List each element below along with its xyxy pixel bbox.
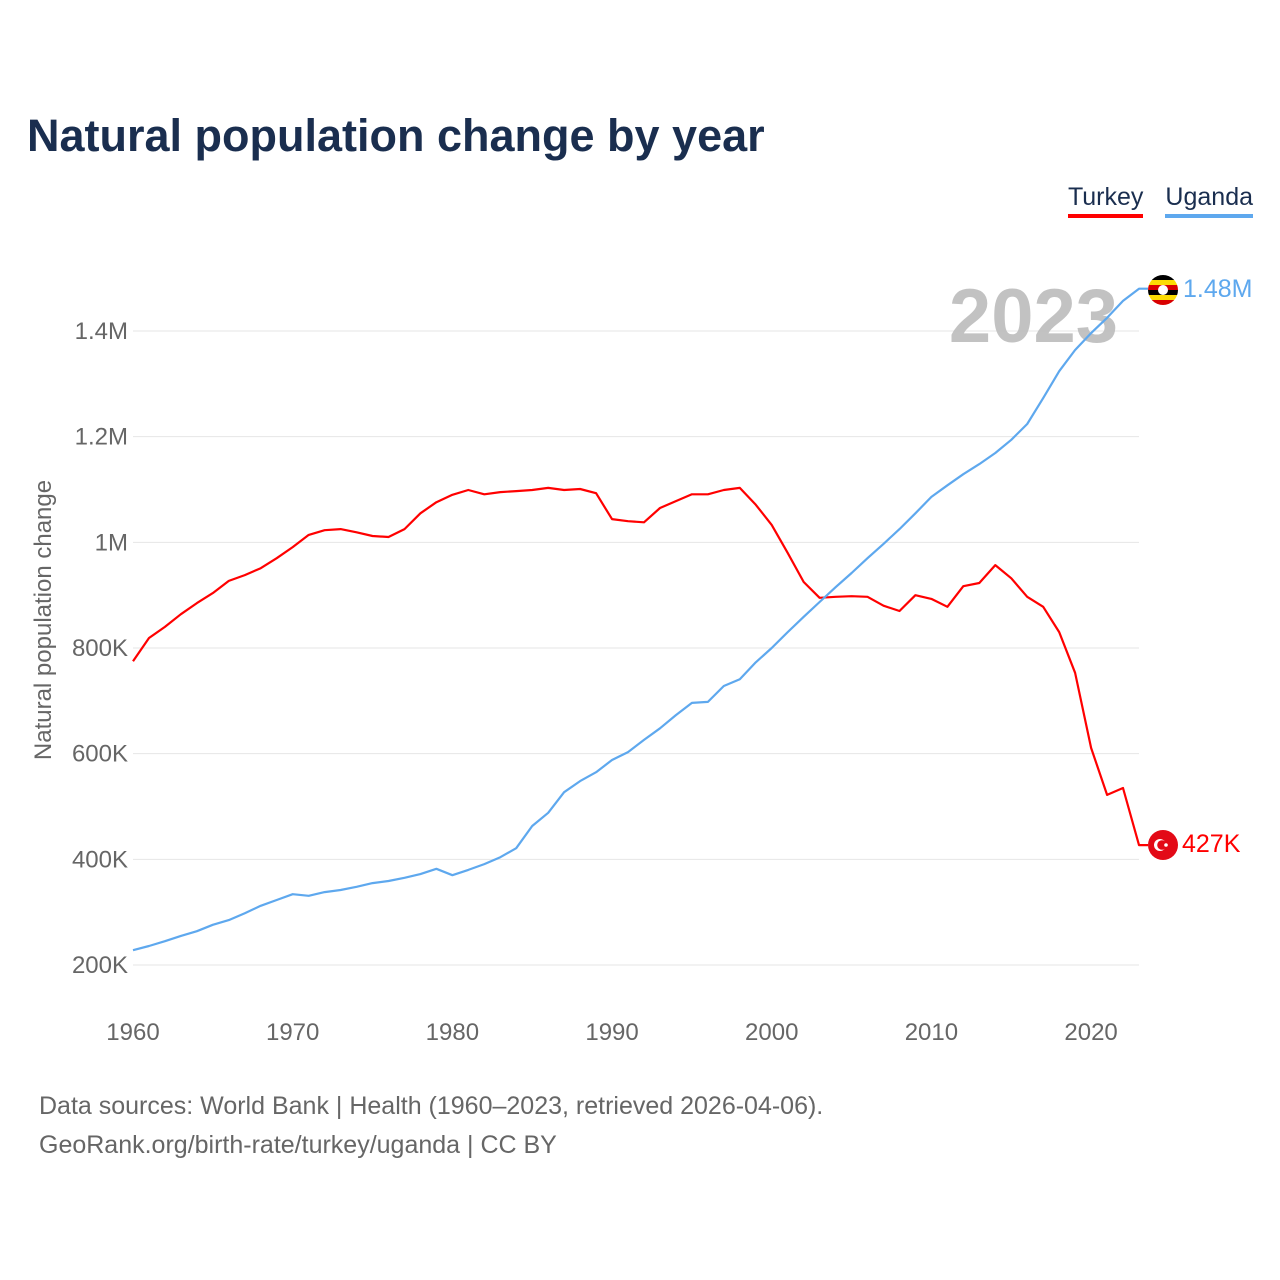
x-tick-label: 1980 bbox=[426, 1019, 479, 1046]
uganda-flag-icon bbox=[1148, 275, 1178, 305]
turkey-end-label: 427K bbox=[1182, 830, 1241, 858]
source-text: Data sources: World Bank | Health (1960–… bbox=[39, 1092, 824, 1120]
source-link[interactable]: GeoRank.org/birth-rate/turkey/uganda | C… bbox=[39, 1131, 557, 1159]
legend-turkey[interactable]: Turkey bbox=[1067, 183, 1144, 218]
legend-uganda[interactable]: Uganda bbox=[1165, 183, 1253, 218]
y-axis-label: Natural population change bbox=[30, 480, 57, 760]
footer: Data sources: World Bank | Health (1960–… bbox=[39, 1087, 823, 1165]
y-tick-label: 1M bbox=[95, 529, 128, 556]
legend: Turkey Uganda bbox=[1067, 183, 1253, 218]
x-tick-label: 2020 bbox=[1064, 1019, 1117, 1046]
series-line-uganda bbox=[132, 287, 1148, 952]
y-tick-label: 600K bbox=[72, 741, 128, 768]
y-tick-label: 1.4M bbox=[75, 318, 128, 345]
x-tick-label: 2000 bbox=[745, 1019, 798, 1046]
line-chart: 200K 400K 600K 800K 1M 1.2M 1.4M 1960 1970 1980 19… bbox=[30, 274, 1252, 1046]
series-line-turkey bbox=[132, 486, 1148, 847]
x-tick-label: 1990 bbox=[585, 1019, 638, 1046]
y-tick-label: 1.2M bbox=[75, 424, 128, 451]
x-tick-label: 2010 bbox=[905, 1019, 958, 1046]
y-tick-label: 400K bbox=[72, 846, 128, 873]
y-tick-label: 800K bbox=[72, 635, 128, 662]
y-tick-label: 200K bbox=[72, 952, 128, 979]
uganda-end-label: 1.48M bbox=[1183, 275, 1252, 303]
chart-title: Natural population change by year bbox=[27, 110, 765, 161]
x-tick-label: 1970 bbox=[266, 1019, 319, 1046]
year-watermark: 2023 bbox=[949, 274, 1118, 359]
turkey-flag-icon bbox=[1148, 830, 1178, 860]
x-tick-label: 1960 bbox=[106, 1019, 159, 1046]
